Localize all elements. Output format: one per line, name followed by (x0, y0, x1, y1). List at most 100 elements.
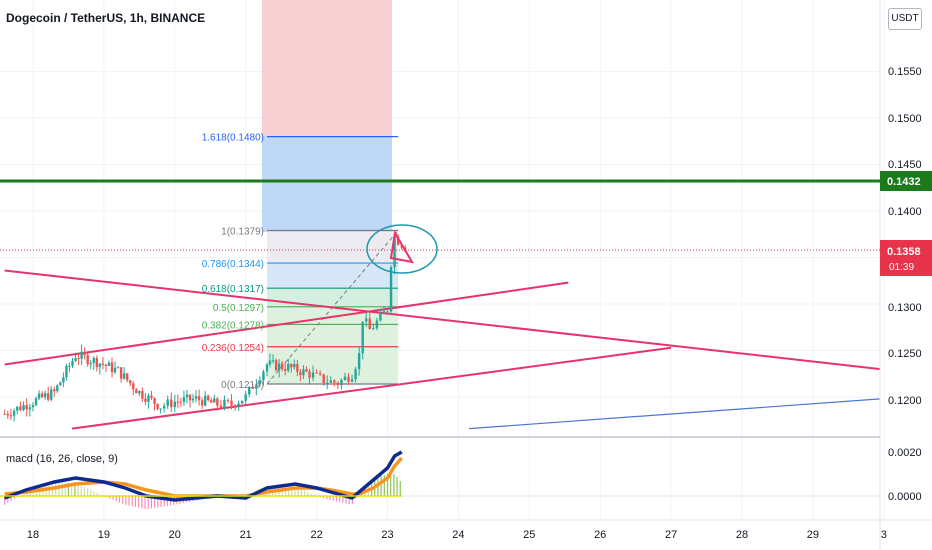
currency-button[interactable]: USDT (888, 8, 922, 30)
candle-body (166, 399, 169, 406)
candle-body (343, 376, 347, 380)
time-tick: 28 (736, 529, 748, 541)
fib-label: 0(0.1214) (221, 380, 264, 391)
candle-body (287, 364, 290, 371)
candle-body (347, 376, 350, 382)
candle-body (153, 397, 156, 404)
price-tick: 0.1450 (888, 159, 922, 171)
drawn-arrow[interactable] (389, 230, 414, 264)
candle-body (315, 372, 318, 374)
candle-body (305, 369, 308, 372)
fib-target-zone (262, 0, 392, 136)
trendline (468, 398, 881, 430)
time-tick: 19 (98, 529, 110, 541)
candle-body (53, 389, 56, 392)
candle-body (25, 405, 28, 410)
fib-zone (266, 324, 399, 347)
candle-body (83, 351, 86, 356)
fib-zone (266, 346, 399, 384)
price-tick: 0.1400 (888, 206, 922, 218)
last-price-badge[interactable]: 0.1358 01:39 (880, 240, 932, 276)
candle-body (322, 374, 325, 384)
candle-body (333, 380, 336, 383)
candle-body (216, 398, 219, 406)
trendline (4, 281, 569, 366)
candle-body (77, 358, 80, 360)
candle-body (162, 405, 166, 409)
fib-label: 1(0.1379) (221, 227, 264, 238)
trendlines (4, 269, 881, 430)
candle-body (104, 364, 108, 366)
candle-body (34, 398, 38, 406)
candle-body (89, 362, 92, 365)
candle-body (6, 413, 9, 416)
candle-body (59, 382, 62, 386)
time-axis[interactable]: 18 19 20 21 22 23 24 25 26 27 28 29 3 (27, 529, 887, 541)
candle-body (350, 379, 354, 382)
price-tick: 0.1200 (888, 395, 922, 407)
candle-body (200, 400, 204, 406)
candle-body (368, 318, 371, 330)
fib-label: 0.618(0.1317) (202, 284, 264, 295)
highlight-circle[interactable] (366, 224, 438, 274)
time-tick: 29 (807, 529, 819, 541)
level-badge-bg (880, 171, 932, 191)
price-candles (3, 232, 407, 422)
candle-body (9, 415, 13, 417)
candle-body (203, 395, 207, 406)
candle-body (170, 399, 173, 408)
candle-body (302, 369, 305, 376)
candle-body (258, 380, 262, 385)
candle-body (156, 403, 159, 409)
time-tick: 24 (452, 529, 464, 541)
candle-body (182, 397, 186, 402)
fib-labels: 1.618(0.1480) 1(0.1379) 0.786(0.1344) 0.618… (202, 133, 264, 391)
macd-line (4, 450, 403, 502)
candle-body (372, 328, 375, 330)
candle-body (336, 382, 340, 386)
candle-body (65, 366, 68, 378)
candle-body (382, 311, 386, 313)
price-tick: 0.1250 (888, 348, 922, 360)
candle-body (144, 398, 147, 402)
countdown-text: 01:39 (889, 262, 914, 273)
candle-body (80, 351, 83, 359)
candle-body (240, 400, 244, 404)
candle-body (354, 369, 357, 380)
candle-body (86, 355, 89, 365)
candle-body (207, 395, 210, 401)
level-price-badge[interactable]: 0.1432 (880, 171, 932, 191)
fib-zone (266, 288, 399, 307)
time-tick: 21 (240, 529, 252, 541)
candle-body (56, 385, 59, 392)
candle-body (340, 379, 343, 386)
candle-body (98, 363, 102, 368)
trendline (71, 346, 672, 430)
fib-label: 0.382(0.1278) (202, 320, 264, 331)
price-axis[interactable]: 0.1550 0.1500 0.1450 0.1400 0.1300 0.125… (879, 0, 922, 550)
grid-lines (0, 0, 885, 520)
candle-body (265, 364, 269, 372)
time-tick: 22 (310, 529, 322, 541)
candle-body (173, 401, 176, 408)
last-badge-bg (880, 240, 932, 276)
candle-body (284, 368, 287, 371)
candle-body (379, 312, 382, 321)
candle-body (255, 384, 258, 389)
candle-body (107, 362, 111, 366)
candle-body (16, 406, 19, 411)
price-tick: 0.1550 (888, 66, 922, 78)
macd-label: macd (16, 26, close, 9) (6, 453, 118, 465)
time-tick: 20 (169, 529, 181, 541)
candle-body (375, 320, 379, 329)
candle-body (188, 394, 192, 401)
candle-body (179, 401, 183, 403)
candle-body (213, 398, 216, 403)
candle-body (129, 380, 132, 384)
candle-body (271, 360, 275, 362)
candle-body (311, 372, 315, 378)
candle-body (191, 398, 195, 401)
macd-tick: 0.0000 (888, 491, 922, 503)
candle-body (31, 405, 35, 408)
